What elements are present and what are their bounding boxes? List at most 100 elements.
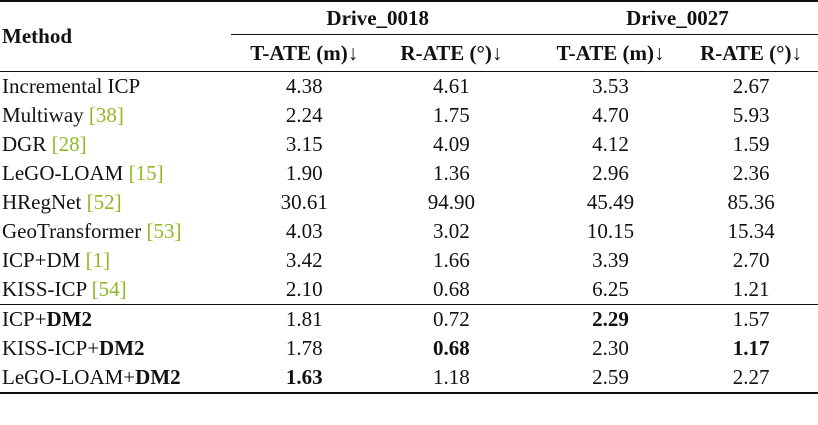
value-cell: 1.81 <box>285 307 323 331</box>
baseline-rows: Incremental ICP 4.38 4.61 3.53 2.67 Multiway … <box>0 71 818 305</box>
method-name-cell: Multiway [38] <box>0 101 231 130</box>
value-cell: 1.75 <box>433 103 470 127</box>
method-name-cell: LeGO-LOAM [15] <box>0 159 231 188</box>
value-cell: 4.03 <box>285 219 323 243</box>
value-cell: 2.96 <box>592 161 629 185</box>
table-row: HRegNet [52] 30.61 94.90 45.49 85.36 <box>0 188 818 217</box>
value-cell: 3.02 <box>433 219 470 243</box>
value-cell: 2.36 <box>732 161 770 185</box>
citation-close-bracket: ] <box>174 219 182 243</box>
citation-close-bracket: ] <box>156 161 164 185</box>
citation-open-bracket: [ <box>86 190 94 214</box>
citation-number: 28 <box>58 132 80 156</box>
value-cell: 4.61 <box>433 74 470 98</box>
value-cell: 3.15 <box>285 132 323 156</box>
method-prefix: ICP+ <box>2 307 47 331</box>
method-name-cell: DGR [28] <box>0 130 231 159</box>
value-cell: 3.53 <box>592 74 629 98</box>
table-row-ours: KISS-ICP+DM2 1.78 0.68 2.30 1.17 <box>0 334 818 363</box>
value-cell: 2.59 <box>592 365 629 389</box>
method-dm2-suffix: DM2 <box>135 365 181 389</box>
group-header-drive-0027: Drive_0027 <box>524 1 818 35</box>
value-cell: 2.70 <box>732 248 770 272</box>
value-cell: 4.09 <box>433 132 470 156</box>
metric-header-r-ate-0018: R-ATE (°)↓ <box>400 40 503 65</box>
value-cell: 0.68 <box>433 277 470 301</box>
table-row: GeoTransformer [53] 4.03 3.02 10.15 15.34 <box>0 217 818 246</box>
citation-open-bracket: [ <box>91 277 99 301</box>
citation-open-bracket: [ <box>128 161 136 185</box>
value-cell: 0.72 <box>433 307 470 331</box>
method-name: GeoTransformer <box>2 219 147 243</box>
method-name-cell: ICP+DM [1] <box>0 246 231 275</box>
method-name: ICP+DM <box>2 248 86 272</box>
value-cell: 2.27 <box>732 365 770 389</box>
table-row: ICP+DM [1] 3.42 1.66 3.39 2.70 <box>0 246 818 275</box>
group-header-drive-0018: Drive_0018 <box>230 1 525 35</box>
value-cell: 2.24 <box>285 103 323 127</box>
method-name-cell: GeoTransformer [53] <box>0 217 231 246</box>
citation-close-bracket: ] <box>116 103 124 127</box>
table-row: KISS-ICP [54] 2.10 0.68 6.25 1.21 <box>0 275 818 305</box>
value-cell: 15.34 <box>727 219 775 243</box>
method-name: Incremental ICP <box>2 74 141 98</box>
value-cell: 4.70 <box>592 103 629 127</box>
citation-close-bracket: ] <box>79 132 87 156</box>
best-value-cell: 1.63 <box>285 365 323 389</box>
table-row: DGR [28] 3.15 4.09 4.12 1.59 <box>0 130 818 159</box>
metric-header-t-ate-0018: T-ATE (m)↓ <box>250 40 359 65</box>
method-name-cell: LeGO-LOAM+DM2 <box>0 363 231 393</box>
table-row-ours: ICP+DM2 1.81 0.72 2.29 1.57 <box>0 304 818 335</box>
value-cell: 1.66 <box>433 248 470 272</box>
citation-number: 38 <box>95 103 117 127</box>
best-value-cell: 1.17 <box>732 336 770 360</box>
table-row: Multiway [38] 2.24 1.75 4.70 5.93 <box>0 101 818 130</box>
method-name-cell: KISS-ICP [54] <box>0 275 231 305</box>
value-cell: 3.42 <box>285 248 323 272</box>
header-group-row: Method Drive_0018 Drive_0027 <box>0 1 818 48</box>
value-cell: 4.12 <box>592 132 629 156</box>
citation-number: 1 <box>92 248 104 272</box>
value-cell: 45.49 <box>586 190 635 214</box>
best-value-cell: 2.29 <box>592 307 629 331</box>
method-dm2-suffix: DM2 <box>46 307 93 331</box>
value-cell: 2.10 <box>285 277 323 301</box>
header-metric-row: T-ATE (m)↓ R-ATE (°)↓ T-ATE (m)↓ R-ATE (… <box>0 35 818 72</box>
method-name-cell: Incremental ICP <box>0 72 231 102</box>
value-cell: 2.30 <box>592 336 629 360</box>
value-cell: 85.36 <box>727 190 775 214</box>
citation-number: 15 <box>135 161 157 185</box>
method-prefix: LeGO-LOAM+ <box>2 365 136 389</box>
table-row: LeGO-LOAM [15] 1.90 1.36 2.96 2.36 <box>0 159 818 188</box>
value-cell: 94.90 <box>427 190 475 214</box>
value-cell: 1.78 <box>285 336 323 360</box>
method-column-header: Method <box>2 24 72 48</box>
value-cell: 1.59 <box>732 132 770 156</box>
method-prefix: KISS-ICP+ <box>2 336 100 360</box>
value-cell: 6.25 <box>592 277 629 301</box>
table-row: Incremental ICP 4.38 4.61 3.53 2.67 <box>0 71 818 102</box>
citation-close-bracket: ] <box>103 248 111 272</box>
method-dm2-suffix: DM2 <box>99 336 145 360</box>
citation-open-bracket: [ <box>51 132 59 156</box>
value-cell: 30.61 <box>280 190 328 214</box>
value-cell: 1.18 <box>433 365 470 389</box>
method-name: LeGO-LOAM <box>2 161 129 185</box>
method-name-cell: KISS-ICP+DM2 <box>0 334 231 363</box>
value-cell: 10.15 <box>586 219 635 243</box>
metric-header-r-ate-0027: R-ATE (°)↓ <box>700 40 803 65</box>
value-cell: 1.21 <box>732 277 770 301</box>
method-name: HRegNet <box>2 190 87 214</box>
citation-open-bracket: [ <box>88 103 96 127</box>
citation-close-bracket: ] <box>114 190 122 214</box>
value-cell: 1.57 <box>732 307 770 331</box>
citation-number: 53 <box>153 219 175 243</box>
citation-close-bracket: ] <box>119 277 127 301</box>
value-cell: 5.93 <box>732 103 770 127</box>
value-cell: 3.39 <box>592 248 629 272</box>
best-value-cell: 0.68 <box>433 336 470 360</box>
value-cell: 1.36 <box>433 161 470 185</box>
citation-number: 54 <box>98 277 120 301</box>
citation-number: 52 <box>93 190 115 214</box>
method-name-cell: HRegNet [52] <box>0 188 231 217</box>
